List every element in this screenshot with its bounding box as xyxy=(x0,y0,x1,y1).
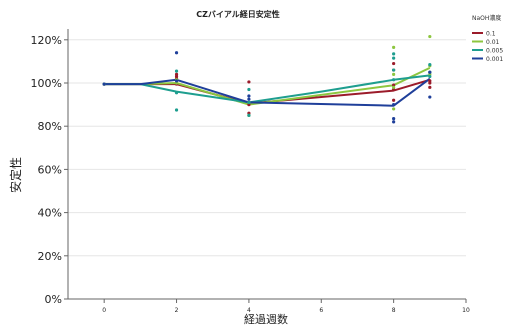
data-point-0.005 xyxy=(247,113,251,117)
y-tick-label: 60% xyxy=(38,163,62,176)
legend-title: NaOH濃度 xyxy=(472,14,501,22)
legend-label-0.01: 0.01 xyxy=(486,39,500,46)
axes: 0% 20% 40% 60% 80% 100% 120% 0 2 4 6 8 10 xyxy=(31,29,470,314)
y-tick-label: 0% xyxy=(45,293,62,306)
x-tick-label: 0 xyxy=(102,307,106,314)
legend-label-0.1: 0.1 xyxy=(486,31,496,38)
y-tick-label: 20% xyxy=(38,250,62,263)
legend-label-0.001: 0.001 xyxy=(486,56,503,63)
data-point-0.005 xyxy=(392,78,396,82)
data-point-0.001 xyxy=(392,120,396,124)
data-point-0.001 xyxy=(102,82,106,86)
data-point-0.005 xyxy=(392,52,396,56)
series-line-0.005 xyxy=(104,74,430,104)
chart-title: CZバイアル経日安定性 xyxy=(196,9,280,19)
y-axis-label: 安定性 xyxy=(8,157,23,193)
y-tick-label: 40% xyxy=(38,207,62,220)
x-axis-label: 経過週数 xyxy=(244,313,288,326)
data-point-0.005 xyxy=(247,100,251,105)
data-point-0.01 xyxy=(392,107,396,111)
x-tick-label: 2 xyxy=(175,307,179,314)
data-point-0.005 xyxy=(174,108,179,112)
data-point-0.1 xyxy=(247,80,251,84)
data-point-0.1 xyxy=(428,85,432,89)
y-tick-label: 100% xyxy=(31,77,62,90)
data-point-0.01 xyxy=(392,85,396,89)
data-point-0.001 xyxy=(428,95,432,99)
data-point-0.001 xyxy=(247,97,251,101)
data-point-0.001 xyxy=(428,70,432,74)
data-point-0.001 xyxy=(392,117,396,121)
data-point-0.01 xyxy=(392,45,396,49)
series-line-0.001 xyxy=(104,77,431,107)
series-lines xyxy=(104,66,431,107)
x-tick-label: 4 xyxy=(247,307,251,314)
data-point-0.001 xyxy=(174,79,179,83)
data-point-0.005 xyxy=(174,69,179,73)
legend-label-0.005: 0.005 xyxy=(486,48,503,55)
data-point-0.1 xyxy=(392,61,396,66)
data-point-0.1 xyxy=(428,81,432,85)
data-point-0.01 xyxy=(428,34,432,39)
x-tick-label: 10 xyxy=(462,307,470,314)
data-point-0.001 xyxy=(174,51,179,55)
data-points xyxy=(102,34,432,124)
data-point-0.001 xyxy=(247,94,251,98)
data-point-0.1 xyxy=(392,98,396,102)
data-point-0.005 xyxy=(428,63,432,67)
y-tick-label: 120% xyxy=(31,34,62,47)
data-point-0.005 xyxy=(247,87,251,92)
data-point-0.005 xyxy=(392,56,396,60)
gridlines xyxy=(68,39,466,300)
data-point-0.005 xyxy=(428,74,432,79)
x-tick-label: 8 xyxy=(392,307,396,314)
x-tick-label: 6 xyxy=(319,307,323,314)
data-point-0.005 xyxy=(174,91,179,95)
data-point-0.005 xyxy=(392,68,396,72)
data-point-0.01 xyxy=(392,72,396,76)
y-tick-label: 80% xyxy=(38,120,62,133)
data-point-0.001 xyxy=(392,103,396,107)
